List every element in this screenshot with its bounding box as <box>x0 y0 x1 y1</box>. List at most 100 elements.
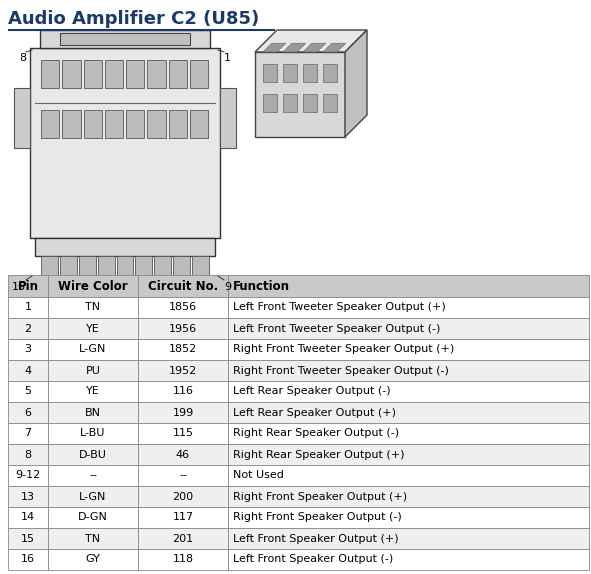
Bar <box>138 339 228 360</box>
Bar <box>138 486 228 507</box>
Bar <box>147 110 165 138</box>
Bar <box>116 256 134 278</box>
Bar <box>303 64 317 82</box>
Text: 201: 201 <box>173 533 194 544</box>
Bar <box>48 360 138 381</box>
Bar <box>41 60 59 88</box>
Bar <box>8 465 48 486</box>
Bar <box>48 507 138 528</box>
Text: Left Front Speaker Output (-): Left Front Speaker Output (-) <box>233 554 393 564</box>
Text: 46: 46 <box>176 449 190 460</box>
Text: 1952: 1952 <box>169 366 197 375</box>
Bar <box>228 339 589 360</box>
Text: Circuit No.: Circuit No. <box>148 280 218 293</box>
Bar <box>126 110 144 138</box>
Text: 3: 3 <box>24 344 31 355</box>
Bar <box>138 423 228 444</box>
Bar <box>138 318 228 339</box>
Text: Left Rear Speaker Output (+): Left Rear Speaker Output (+) <box>233 408 396 417</box>
Polygon shape <box>263 43 286 52</box>
Bar <box>105 110 123 138</box>
Text: Left Front Tweeter Speaker Output (+): Left Front Tweeter Speaker Output (+) <box>233 302 446 312</box>
Bar <box>8 297 48 318</box>
Text: 1852: 1852 <box>169 344 197 355</box>
Text: Audio Amplifier C2 (U85): Audio Amplifier C2 (U85) <box>8 10 259 28</box>
Bar <box>190 110 208 138</box>
Text: Left Front Tweeter Speaker Output (-): Left Front Tweeter Speaker Output (-) <box>233 324 440 333</box>
Bar <box>105 60 123 88</box>
Bar <box>228 444 589 465</box>
Text: YE: YE <box>86 386 100 397</box>
Text: 7: 7 <box>24 429 31 439</box>
Bar <box>138 528 228 549</box>
Bar <box>62 110 80 138</box>
Bar <box>147 60 165 88</box>
Bar <box>228 423 589 444</box>
Bar <box>79 256 96 278</box>
Bar <box>8 444 48 465</box>
Bar <box>48 318 138 339</box>
Bar <box>154 256 171 278</box>
Bar <box>228 507 589 528</box>
Bar <box>41 110 59 138</box>
Bar <box>48 297 138 318</box>
Text: L-BU: L-BU <box>80 429 106 439</box>
Bar <box>303 94 317 112</box>
Text: 14: 14 <box>21 513 35 522</box>
Bar <box>138 275 228 297</box>
Text: 1: 1 <box>224 53 231 63</box>
Text: GY: GY <box>86 554 100 564</box>
Bar <box>138 465 228 486</box>
Bar <box>35 238 215 256</box>
Text: 2: 2 <box>24 324 31 333</box>
Text: 116: 116 <box>173 386 193 397</box>
Text: D-BU: D-BU <box>79 449 107 460</box>
Bar <box>48 275 138 297</box>
Bar <box>8 275 48 297</box>
Bar <box>228 465 589 486</box>
Text: 5: 5 <box>24 386 31 397</box>
Polygon shape <box>255 30 367 52</box>
Bar <box>168 60 187 88</box>
Text: 115: 115 <box>173 429 193 439</box>
Text: --: -- <box>179 471 187 480</box>
Bar <box>173 256 190 278</box>
Polygon shape <box>283 43 306 52</box>
Text: 8: 8 <box>24 449 31 460</box>
Bar <box>192 256 209 278</box>
Bar <box>168 110 187 138</box>
Text: Left Rear Speaker Output (-): Left Rear Speaker Output (-) <box>233 386 391 397</box>
Bar <box>40 30 210 48</box>
Bar <box>8 318 48 339</box>
Text: 9: 9 <box>224 282 231 292</box>
Bar <box>14 88 30 148</box>
Bar <box>190 60 208 88</box>
Text: Wire Color: Wire Color <box>58 280 128 293</box>
Bar <box>126 60 144 88</box>
Text: 1856: 1856 <box>169 302 197 312</box>
Bar <box>48 444 138 465</box>
Bar <box>228 381 589 402</box>
Bar <box>228 318 589 339</box>
Bar <box>228 549 589 570</box>
Text: Function: Function <box>233 280 290 293</box>
Bar <box>228 528 589 549</box>
Bar <box>138 297 228 318</box>
Bar <box>228 402 589 423</box>
Bar <box>138 402 228 423</box>
Text: 16: 16 <box>12 282 26 292</box>
Bar <box>48 402 138 423</box>
Bar <box>83 110 102 138</box>
Bar <box>8 402 48 423</box>
Bar <box>8 381 48 402</box>
Bar <box>135 256 152 278</box>
Bar <box>228 275 589 297</box>
Polygon shape <box>345 30 367 137</box>
Text: YE: YE <box>86 324 100 333</box>
Bar <box>138 507 228 528</box>
Text: Left Front Speaker Output (+): Left Front Speaker Output (+) <box>233 533 398 544</box>
Bar <box>138 360 228 381</box>
Text: L-GN: L-GN <box>79 491 107 502</box>
Bar <box>8 486 48 507</box>
Bar <box>8 339 48 360</box>
